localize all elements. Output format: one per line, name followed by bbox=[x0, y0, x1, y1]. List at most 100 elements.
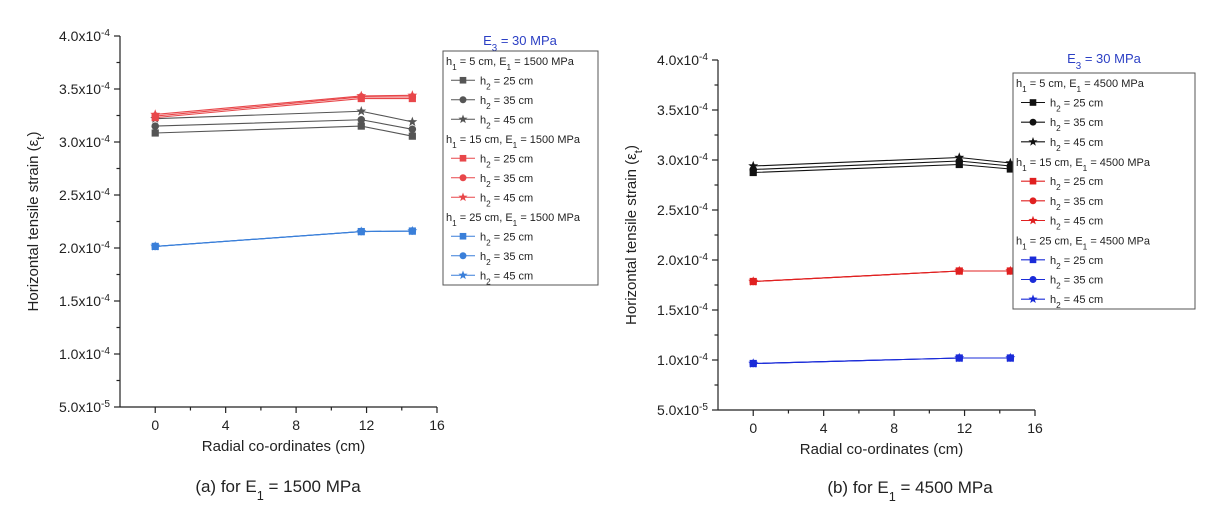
legend-entry-label-sub: 2 bbox=[486, 82, 491, 91]
legend-title-sub: 3 bbox=[1076, 61, 1081, 72]
legend-title-pre: E bbox=[1067, 51, 1076, 66]
legend-entry-label: h2 = 45 cm bbox=[1050, 294, 1103, 310]
legend-entry-label-pre: h bbox=[1050, 137, 1056, 149]
x-tick-label: 8 bbox=[890, 420, 898, 436]
data-point bbox=[954, 352, 965, 363]
legend-entry-label-pre: h bbox=[480, 270, 486, 282]
legend-group-label-pre: h bbox=[446, 134, 452, 146]
legend-group-label-pre: h bbox=[1016, 235, 1022, 247]
legend-group-label-post: = 1500 MPa bbox=[517, 134, 581, 146]
legend-entry-label: h2 = 45 cm bbox=[480, 114, 533, 130]
legend-frame bbox=[1012, 72, 1196, 310]
series-line bbox=[155, 97, 413, 119]
y-tick-label: 2.0x10-4 bbox=[59, 240, 110, 257]
legend-entry-label-post: = 35 cm bbox=[491, 173, 534, 185]
legend-entry-label-sub: 2 bbox=[1056, 281, 1061, 290]
legend-group-label-sub: 1 bbox=[1022, 85, 1027, 94]
legend-entry-label: h2 = 35 cm bbox=[480, 251, 533, 267]
series-line bbox=[753, 270, 1011, 283]
data-point bbox=[1005, 265, 1016, 276]
legend-entry-label-sub: 2 bbox=[486, 121, 491, 130]
data-point bbox=[407, 225, 418, 236]
legend-entry-label-post: = 25 cm bbox=[1061, 176, 1104, 188]
data-point bbox=[748, 276, 759, 286]
legend-group-label-post: = 4500 MPa bbox=[1081, 78, 1145, 90]
data-point bbox=[408, 125, 417, 134]
legend-swatch-marker bbox=[1029, 197, 1037, 205]
legend-entry-label-pre: h bbox=[480, 95, 486, 107]
legend-group-label-mid: = 25 cm, E bbox=[1027, 235, 1083, 247]
series-4 bbox=[749, 267, 1015, 286]
legend-frame bbox=[442, 50, 599, 286]
y-tick-exponent: -4 bbox=[699, 102, 708, 113]
legend-entry-label: h2 = 45 cm bbox=[480, 270, 533, 286]
y-tick-label: 4.0x10-4 bbox=[59, 28, 110, 45]
legend-group-label-sub2: 1 bbox=[513, 219, 518, 228]
legend-group-label-mid: = 15 cm, E bbox=[1027, 157, 1083, 169]
legend: h1 = 5 cm, E1 = 4500 MPa h 2 = 25 cm h 2 = 3… bbox=[1012, 72, 1196, 310]
legend-group-label: h1 = 5 cm, E1 = 1500 MPa bbox=[446, 56, 575, 72]
legend-entry-label-pre: h bbox=[480, 251, 486, 263]
legend-group-label-sub: 1 bbox=[452, 219, 457, 228]
legend-title-post: = 30 MPa bbox=[497, 33, 557, 48]
y-tick-exponent: -4 bbox=[101, 187, 110, 198]
legend-group-label-post: = 1500 MPa bbox=[511, 56, 575, 68]
series-4 bbox=[151, 93, 417, 120]
legend-group-label-mid: = 5 cm, E bbox=[1027, 78, 1077, 90]
y-axis-title-sub: t bbox=[633, 149, 645, 153]
series-line bbox=[155, 119, 413, 130]
legend-entry-label-pre: h bbox=[480, 153, 486, 165]
legend-title: E3 = 30 MPa bbox=[483, 33, 557, 54]
y-tick-mantissa: 3.5x10 bbox=[657, 102, 699, 118]
series-3 bbox=[749, 267, 1014, 286]
legend-group-label-post: = 4500 MPa bbox=[1087, 157, 1151, 169]
y-tick-exponent: -4 bbox=[101, 28, 110, 39]
legend-entry-label-post: = 35 cm bbox=[1061, 196, 1104, 208]
legend-group-label: h1 = 5 cm, E1 = 4500 MPa bbox=[1016, 78, 1145, 94]
y-tick-mantissa: 2.0x10 bbox=[657, 252, 699, 268]
y-axis-title: Horizontal tensile strain (εt) bbox=[25, 132, 47, 312]
y-axis-title: Horizontal tensile strain (εt) bbox=[623, 145, 645, 325]
data-point bbox=[356, 226, 367, 236]
y-tick-exponent: -5 bbox=[101, 399, 110, 410]
x-axis-title: Radial co-ordinates (cm) bbox=[800, 441, 963, 458]
legend-group-label: h1 = 15 cm, E1 = 4500 MPa bbox=[1016, 157, 1151, 173]
legend-entry-label-post: = 45 cm bbox=[491, 192, 534, 204]
y-tick-mantissa: 2.5x10 bbox=[59, 187, 101, 203]
legend-entry-label-sub: 2 bbox=[1056, 202, 1061, 211]
data-point bbox=[1005, 157, 1016, 168]
legend-swatch-marker bbox=[459, 76, 467, 84]
legend-entry-label-post: = 35 cm bbox=[491, 95, 534, 107]
legend-entry-label-sub: 2 bbox=[1056, 183, 1061, 192]
legend-entry-label-post: = 45 cm bbox=[491, 270, 534, 282]
legend-entry-label-post: = 45 cm bbox=[1061, 216, 1104, 228]
series-6 bbox=[151, 227, 416, 251]
legend-entry-label-sub: 2 bbox=[486, 238, 491, 247]
legend-entry-label-post: = 25 cm bbox=[491, 75, 534, 87]
data-point bbox=[357, 115, 366, 124]
figure-caption-post: = 1500 MPa bbox=[264, 477, 361, 496]
y-tick-label: 4.0x10-4 bbox=[657, 52, 708, 69]
y-tick-mantissa: 1.0x10 bbox=[657, 352, 699, 368]
figure-caption-post: = 4500 MPa bbox=[896, 478, 993, 497]
legend-entry-label-pre: h bbox=[1050, 117, 1056, 129]
y-tick-label: 2.5x10-4 bbox=[59, 187, 110, 204]
legend-swatch-marker bbox=[458, 192, 468, 202]
data-point bbox=[1005, 352, 1016, 363]
y-tick-exponent: -4 bbox=[699, 152, 708, 163]
y-tick-exponent: -4 bbox=[101, 346, 110, 357]
figure-caption-sub: 1 bbox=[257, 488, 264, 503]
x-axis-title: Radial co-ordinates (cm) bbox=[202, 438, 365, 455]
legend-entry-label-sub: 2 bbox=[486, 160, 491, 169]
legend-group-label-post: = 4500 MPa bbox=[1087, 235, 1151, 247]
x-tick-label: 12 bbox=[359, 417, 375, 433]
series-7 bbox=[749, 354, 1015, 368]
series-line bbox=[753, 357, 1011, 365]
x-tick-label: 4 bbox=[820, 420, 828, 436]
legend-group-label-post: = 1500 MPa bbox=[517, 212, 581, 224]
legend-entry-label: h2 = 45 cm bbox=[1050, 216, 1103, 232]
y-tick-exponent: -4 bbox=[101, 134, 110, 145]
y-axis-title-post: ) bbox=[25, 132, 42, 137]
legend-swatch-marker bbox=[1028, 137, 1038, 146]
